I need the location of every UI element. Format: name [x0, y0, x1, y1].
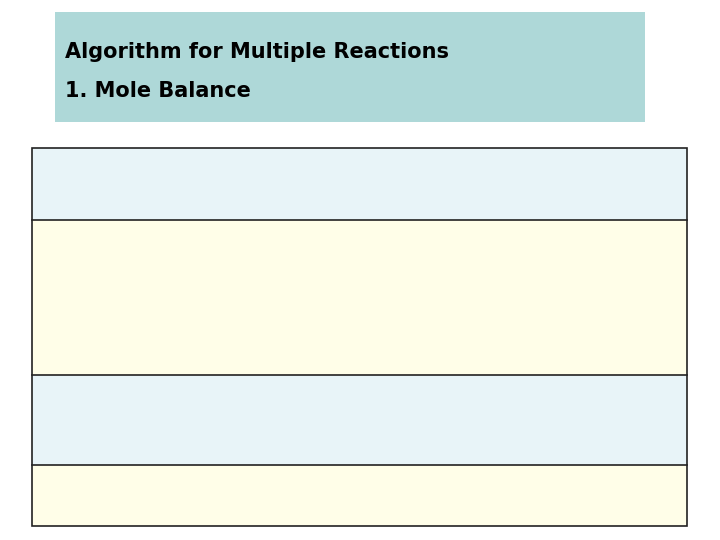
Bar [32, 220, 687, 375]
Bar [32, 375, 687, 465]
Bar [32, 148, 687, 526]
Text: 1. Mole Balance: 1. Mole Balance [65, 81, 251, 101]
Bar [32, 465, 687, 526]
Bar [55, 12, 645, 122]
Bar [32, 148, 687, 220]
Text: Algorithm for Multiple Reactions: Algorithm for Multiple Reactions [65, 42, 449, 62]
